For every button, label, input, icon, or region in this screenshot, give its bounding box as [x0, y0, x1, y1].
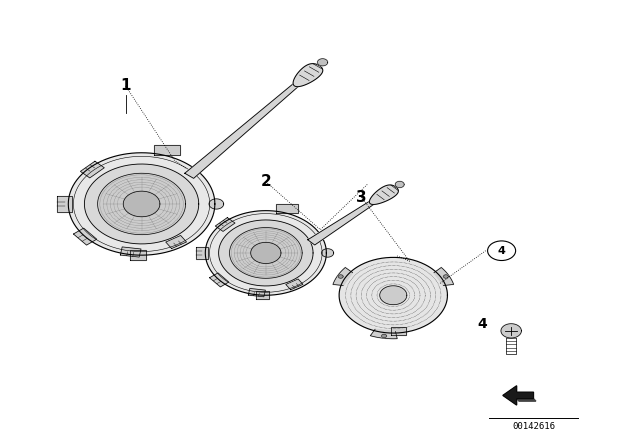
Polygon shape — [380, 286, 407, 305]
Polygon shape — [396, 181, 404, 188]
Polygon shape — [185, 71, 313, 178]
Polygon shape — [333, 267, 353, 285]
Polygon shape — [248, 289, 266, 297]
Polygon shape — [130, 250, 146, 260]
Polygon shape — [74, 228, 97, 245]
Polygon shape — [98, 173, 186, 235]
Polygon shape — [308, 192, 388, 245]
Polygon shape — [84, 164, 199, 244]
Polygon shape — [196, 246, 209, 259]
Polygon shape — [503, 386, 534, 405]
Polygon shape — [219, 220, 313, 286]
Polygon shape — [166, 236, 186, 249]
Polygon shape — [434, 267, 454, 285]
Polygon shape — [230, 228, 302, 278]
Text: 4: 4 — [477, 317, 488, 331]
Polygon shape — [501, 324, 522, 338]
Polygon shape — [369, 185, 398, 204]
Polygon shape — [444, 275, 449, 278]
Polygon shape — [371, 329, 397, 339]
Text: 4: 4 — [498, 246, 506, 256]
Polygon shape — [154, 145, 180, 155]
Polygon shape — [215, 218, 235, 232]
Polygon shape — [321, 249, 333, 257]
Polygon shape — [209, 199, 223, 209]
Polygon shape — [251, 242, 281, 263]
Text: 00142616: 00142616 — [512, 422, 555, 431]
Polygon shape — [276, 204, 298, 213]
Polygon shape — [58, 196, 72, 211]
Polygon shape — [205, 211, 326, 295]
Text: 3: 3 — [356, 190, 367, 205]
Text: 1: 1 — [120, 78, 131, 94]
Polygon shape — [209, 273, 228, 287]
Polygon shape — [381, 334, 387, 338]
Polygon shape — [338, 275, 343, 278]
Polygon shape — [120, 247, 141, 257]
Text: 2: 2 — [260, 174, 271, 189]
Polygon shape — [293, 64, 323, 86]
Polygon shape — [68, 153, 215, 255]
Polygon shape — [81, 161, 104, 178]
Polygon shape — [124, 191, 160, 217]
Polygon shape — [391, 327, 406, 335]
Polygon shape — [516, 399, 536, 401]
Polygon shape — [286, 279, 303, 290]
Polygon shape — [317, 59, 328, 66]
Polygon shape — [256, 291, 269, 299]
Polygon shape — [339, 258, 447, 333]
